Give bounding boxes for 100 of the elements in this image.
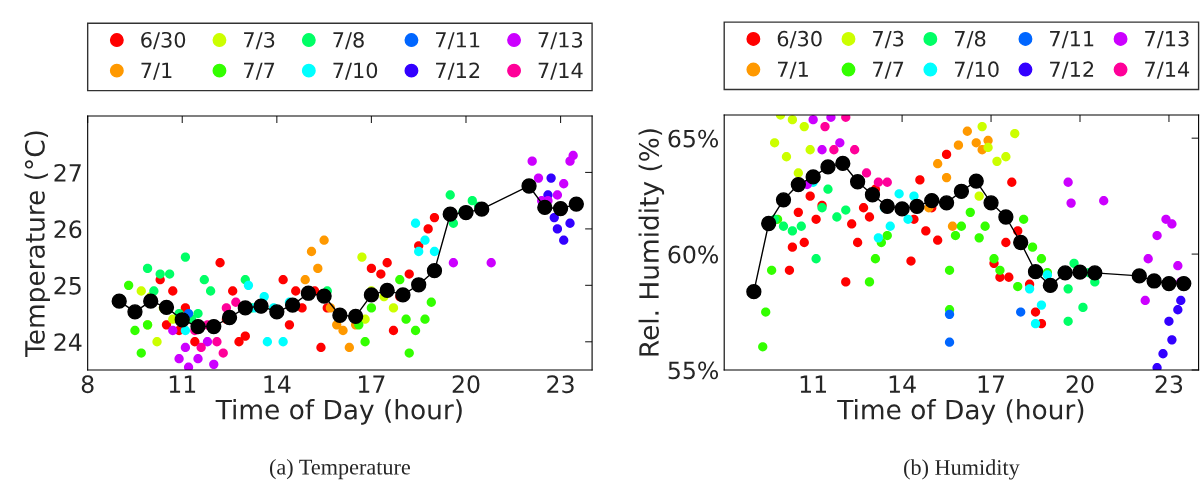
point [1167,335,1177,345]
point [552,224,563,234]
point [221,309,238,326]
point [1063,284,1073,294]
point [864,212,875,222]
point [300,285,316,301]
point [411,277,427,293]
point [486,258,496,268]
point [808,115,818,125]
point [168,325,178,336]
legend-label: 7/13 [1145,30,1189,49]
legend-label: 6/30 [141,31,186,50]
point [152,337,162,347]
point [348,308,364,325]
point [1027,264,1044,280]
point [142,263,153,274]
point [228,286,238,296]
point [344,342,354,353]
point [136,348,146,358]
point [841,205,851,215]
point [775,192,792,208]
point [1173,305,1183,315]
point [823,184,833,194]
point [205,286,216,296]
point [363,287,380,303]
point [873,177,884,187]
point [1152,230,1162,241]
point [1057,265,1073,281]
point [1099,196,1109,206]
point [262,337,273,347]
point [549,212,559,223]
point [793,207,803,218]
point [218,348,228,358]
point [202,337,213,347]
point [953,140,964,150]
point [1146,273,1162,289]
point [278,275,288,285]
point [873,233,884,243]
point [306,246,317,257]
x-tick-label: 8 [81,375,94,394]
legend-label: 7/11 [436,32,480,50]
point [832,212,842,222]
point [420,235,430,245]
point [149,286,159,296]
x-axis-title: Time of Day (hour) [215,399,462,425]
point [1027,242,1038,252]
point [127,304,143,320]
point [155,269,165,279]
point [388,303,399,313]
legend-label: 7/10 [954,61,999,79]
point [805,191,815,201]
point [300,275,310,285]
point [835,138,845,148]
y-axis-title: Rel. Humidity (%) [638,129,665,356]
point [206,318,222,335]
point [921,226,931,236]
point [820,121,830,132]
point [388,325,399,336]
point [410,325,421,336]
point [253,298,269,314]
point [1167,219,1177,229]
point [968,173,984,189]
y-tick-label: 24 [54,333,82,351]
point [136,286,146,296]
point [161,320,172,330]
point [404,269,414,279]
point [793,168,803,178]
point [852,237,863,248]
point [379,282,395,299]
point [944,337,955,347]
legend-label: 7/11 [1050,31,1094,49]
point [401,314,411,324]
point [234,337,244,347]
point [196,342,206,353]
point [269,304,285,320]
x-tick-label: 23 [1155,375,1183,394]
point [989,254,999,264]
point [319,235,329,245]
x-tick-label: 20 [452,375,480,394]
legend-label: 7/1 [141,62,172,80]
point [360,337,370,347]
point [864,277,875,287]
point [111,293,127,309]
x-tick-label: 14 [264,375,291,393]
point [338,325,348,336]
point [811,214,821,224]
point [143,293,159,309]
point [1176,275,1192,292]
point [885,221,895,231]
point [1036,300,1047,310]
point [858,203,869,213]
point [915,175,925,185]
point [395,287,411,303]
x-tick-label: 11 [169,375,196,393]
point [1131,268,1147,284]
point [953,183,970,199]
point [849,174,866,190]
point [376,269,386,279]
point [423,224,433,234]
point [790,176,806,193]
